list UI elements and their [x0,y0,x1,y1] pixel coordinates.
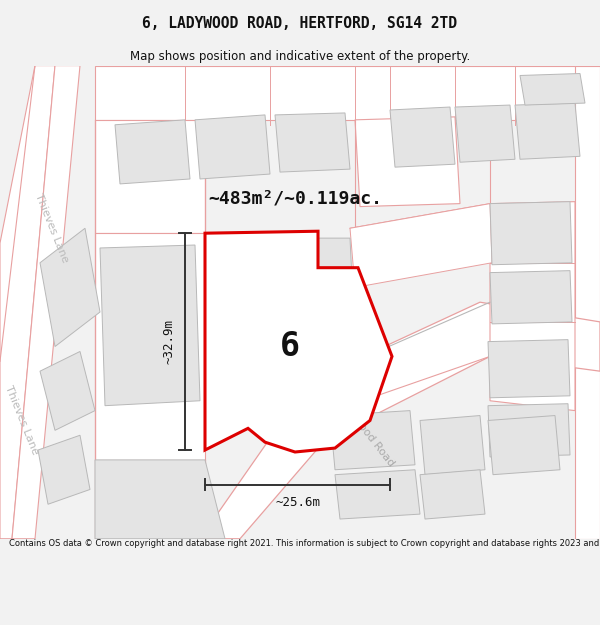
Polygon shape [335,470,420,519]
Polygon shape [350,204,492,288]
Polygon shape [488,416,560,474]
Polygon shape [115,120,190,184]
Polygon shape [95,66,600,120]
Polygon shape [95,120,205,233]
Polygon shape [205,231,392,452]
Polygon shape [330,411,415,470]
Polygon shape [420,416,485,474]
Polygon shape [38,435,90,504]
Polygon shape [490,271,572,324]
Polygon shape [488,339,570,398]
Polygon shape [40,228,100,346]
Text: ~483m²/~0.119ac.: ~483m²/~0.119ac. [208,190,382,208]
Text: Map shows position and indicative extent of the property.: Map shows position and indicative extent… [130,50,470,63]
Polygon shape [455,105,515,162]
Polygon shape [355,117,460,207]
Text: 6, LADYWOOD ROAD, HERTFORD, SG14 2TD: 6, LADYWOOD ROAD, HERTFORD, SG14 2TD [143,16,458,31]
Polygon shape [95,233,205,460]
Text: Thieves Lane: Thieves Lane [4,384,40,456]
Polygon shape [200,302,600,539]
Polygon shape [195,115,270,179]
Text: ~25.6m: ~25.6m [275,496,320,509]
Polygon shape [0,66,55,539]
Polygon shape [12,66,80,539]
Polygon shape [390,107,455,167]
Text: ~32.9m: ~32.9m [163,319,176,364]
Text: Thieves Lane: Thieves Lane [34,192,70,264]
Polygon shape [40,351,95,431]
Text: Contains OS data © Crown copyright and database right 2021. This information is : Contains OS data © Crown copyright and d… [9,539,600,548]
Polygon shape [95,460,225,539]
Text: Ladywood Road: Ladywood Road [334,392,396,468]
Polygon shape [205,238,355,346]
Polygon shape [100,245,200,406]
Polygon shape [420,470,485,519]
Polygon shape [520,74,585,105]
Polygon shape [490,202,572,265]
Polygon shape [490,202,575,411]
Polygon shape [488,404,570,457]
Polygon shape [575,66,600,539]
Polygon shape [515,103,580,159]
Text: 6: 6 [280,330,300,363]
Polygon shape [275,113,350,172]
